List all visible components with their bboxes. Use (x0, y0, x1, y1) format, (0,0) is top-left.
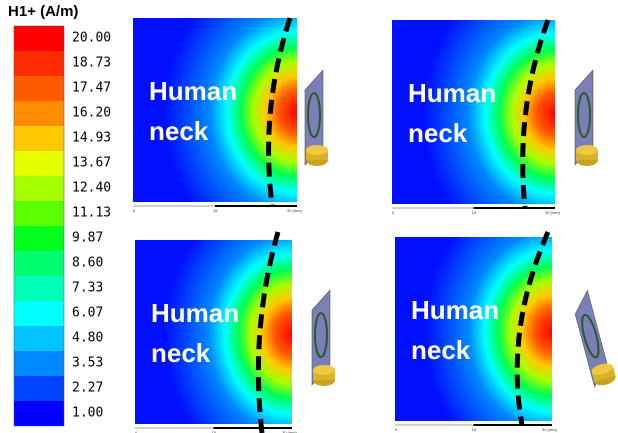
scale-label: 30 (mm) (545, 210, 561, 215)
colorbar-label: 1.00 (72, 406, 103, 421)
colorbar-segment (14, 151, 64, 176)
panel-label: Human (411, 295, 499, 325)
colorbar-segment (14, 26, 64, 51)
panel-label: neck (149, 116, 209, 146)
colorbar-label: 14.93 (72, 131, 111, 146)
colorbar-label: 13.67 (72, 156, 111, 171)
scale-label: 30 (mm) (287, 208, 303, 213)
colorbar-label: 12.40 (72, 181, 111, 196)
colorbar-segment (14, 51, 64, 76)
colorbar: 20.00 18.73 17.47 16.20 14.93 13.67 12.40 11.13… (14, 26, 111, 426)
coil-device (312, 290, 335, 386)
colorbar-segment (14, 276, 64, 301)
field-map (135, 240, 292, 428)
colorbar-title: H1+ (A/m) (8, 3, 78, 20)
colorbar-segment (14, 301, 64, 326)
coil-base-top (306, 145, 328, 155)
field-map (392, 20, 555, 208)
coil-device (570, 289, 617, 388)
panel-label: Human (151, 298, 239, 328)
coil-device (305, 70, 328, 166)
colorbar-segment (14, 376, 64, 401)
colorbar-segment (14, 401, 64, 426)
panel-label: Human (408, 78, 496, 108)
colorbar-label: 8.60 (72, 256, 103, 271)
colorbar-label: 9.87 (72, 231, 103, 246)
coil-base-top (576, 145, 598, 155)
colorbar-label: 16.20 (72, 106, 111, 121)
panel-label: Human (149, 76, 237, 106)
colorbar-label: 3.53 (72, 356, 103, 371)
colorbar-segment (14, 326, 64, 351)
colorbar-segment (14, 226, 64, 251)
coil-device (575, 70, 598, 166)
scale-label: 30 (mm) (542, 427, 558, 432)
field-map (395, 237, 552, 425)
coil-base-top (313, 365, 335, 375)
colorbar-segment (14, 201, 64, 226)
colorbar-label: 20.00 (72, 31, 111, 46)
colorbar-segment (14, 251, 64, 276)
colorbar-label: 6.07 (72, 306, 103, 321)
colorbar-label: 11.13 (72, 206, 111, 221)
colorbar-label: 4.80 (72, 331, 103, 346)
colorbar-segment (14, 101, 64, 126)
colorbar-segment (14, 76, 64, 101)
scale-label: 15 (213, 208, 218, 213)
panel-label: neck (151, 338, 211, 368)
colorbar-label: 7.33 (72, 281, 103, 296)
colorbar-segment (14, 126, 64, 151)
colorbar-label: 18.73 (72, 56, 111, 71)
panel-label: neck (411, 335, 471, 365)
scale-label: 15 (472, 210, 477, 215)
panel-label: neck (408, 118, 468, 148)
colorbar-segment (14, 351, 64, 376)
scale-label: 15 (472, 427, 477, 432)
colorbar-label: 17.47 (72, 81, 111, 96)
colorbar-segment (14, 176, 64, 201)
colorbar-label: 2.27 (72, 381, 103, 396)
figure: H1+ (A/m) 20.00 18.73 17.47 16.20 14.93 13.67… (0, 0, 618, 433)
